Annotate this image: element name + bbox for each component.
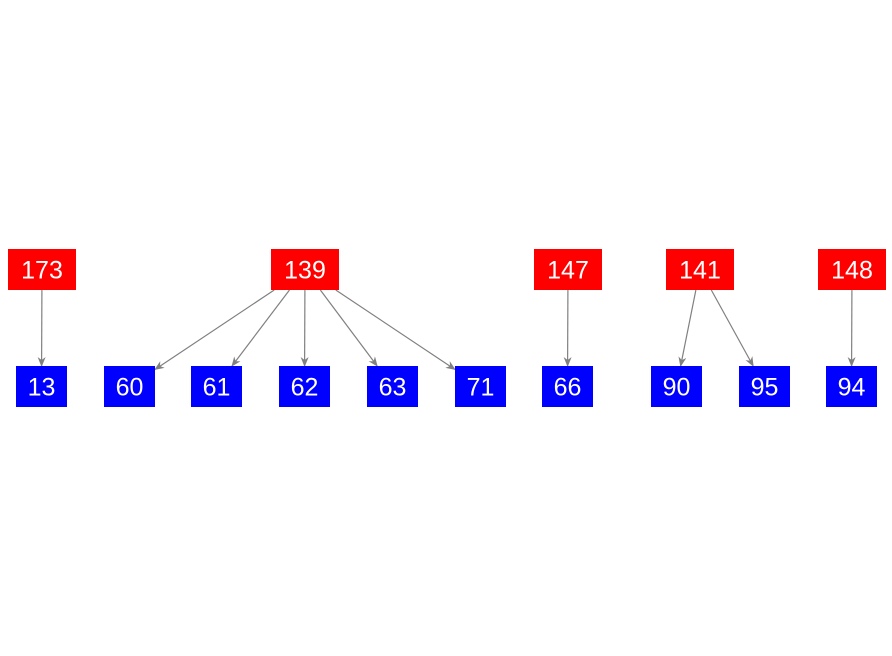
node-label: 60 <box>116 374 144 402</box>
edge-139-63 <box>319 289 378 367</box>
node-63[interactable]: 63 <box>367 366 418 407</box>
node-box <box>666 249 734 290</box>
node-label: 71 <box>467 374 495 402</box>
node-label: 62 <box>291 374 319 402</box>
node-box <box>826 366 877 407</box>
node-62[interactable]: 62 <box>279 366 330 407</box>
node-60[interactable]: 60 <box>104 366 155 407</box>
node-box <box>651 366 702 407</box>
node-141[interactable]: 141 <box>666 249 734 290</box>
node-label: 173 <box>21 257 63 285</box>
node-94[interactable]: 94 <box>826 366 877 407</box>
node-label: 94 <box>838 374 866 402</box>
node-box <box>104 366 155 407</box>
node-label: 61 <box>203 374 231 402</box>
node-label: 90 <box>663 374 691 402</box>
edge-141-95 <box>710 289 754 367</box>
node-box <box>542 366 593 407</box>
node-box <box>279 366 330 407</box>
node-13[interactable]: 13 <box>16 366 67 407</box>
edge-139-61 <box>231 289 290 367</box>
node-147[interactable]: 147 <box>534 249 602 290</box>
node-box <box>8 249 76 290</box>
node-90[interactable]: 90 <box>651 366 702 407</box>
node-173[interactable]: 173 <box>8 249 76 290</box>
node-label: 95 <box>751 374 779 402</box>
edge-141-90 <box>678 289 697 367</box>
node-label: 13 <box>28 374 56 402</box>
edge-139-71 <box>335 289 456 371</box>
node-label: 148 <box>831 257 873 285</box>
node-box <box>191 366 242 407</box>
node-label: 63 <box>379 374 407 402</box>
node-label: 139 <box>284 257 326 285</box>
node-139[interactable]: 139 <box>271 249 339 290</box>
node-box <box>16 366 67 407</box>
node-box <box>367 366 418 407</box>
node-box <box>271 249 339 290</box>
node-95[interactable]: 95 <box>739 366 790 407</box>
node-box <box>739 366 790 407</box>
node-label: 66 <box>554 374 582 402</box>
node-66[interactable]: 66 <box>542 366 593 407</box>
node-label: 147 <box>547 257 589 285</box>
node-box <box>534 249 602 290</box>
node-label: 141 <box>679 257 721 285</box>
node-box <box>455 366 506 407</box>
node-148[interactable]: 148 <box>818 249 886 290</box>
node-61[interactable]: 61 <box>191 366 242 407</box>
node-71[interactable]: 71 <box>455 366 506 407</box>
node-box <box>818 249 886 290</box>
edge-139-60 <box>154 289 275 371</box>
